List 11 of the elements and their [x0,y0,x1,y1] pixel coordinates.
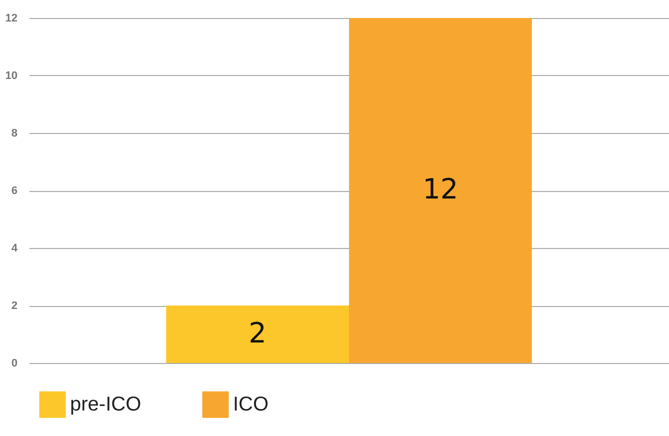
y-tick-label: 8 [11,128,18,140]
y-tick-label: 10 [5,70,18,82]
legend-label: pre-ICO [70,394,142,416]
y-tick-label: 12 [5,12,18,24]
y-tick-label: 6 [11,185,18,197]
y-tick-label: 2 [11,300,18,312]
legend-label: ICO [233,394,269,416]
y-tick-label: 0 [11,358,18,370]
data-label: 2 [248,316,266,350]
data-label: 12 [422,172,458,206]
y-tick-label: 4 [11,242,18,254]
